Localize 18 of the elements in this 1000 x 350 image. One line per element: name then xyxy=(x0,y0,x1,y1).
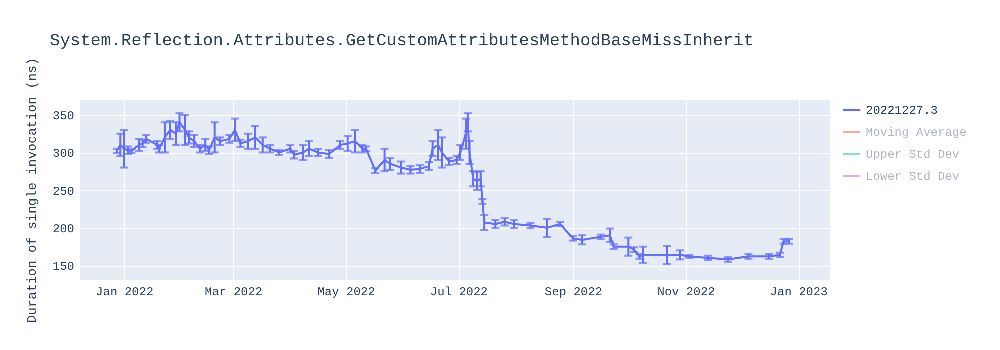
legend-label: Lower Std Dev xyxy=(866,170,960,184)
y-axis-title: Duration of single invocation (ns) xyxy=(24,58,40,324)
x-tick-label: Jan 2022 xyxy=(96,286,154,300)
y-tick-label: 300 xyxy=(52,147,74,162)
x-tick-label: Jan 2023 xyxy=(770,286,828,300)
x-tick-label: Mar 2022 xyxy=(205,286,263,300)
y-tick-label: 150 xyxy=(52,260,74,274)
legend-label: Upper Std Dev xyxy=(866,148,960,162)
y-tick-label: 350 xyxy=(52,110,74,124)
y-tick-label: 250 xyxy=(52,184,74,199)
legend-label: 20221227.3 xyxy=(866,104,938,118)
x-tick-label: Nov 2022 xyxy=(658,286,716,300)
chart-title: System.Reflection.Attributes.GetCustomAttributesMethodBaseMissInherit xyxy=(50,32,754,52)
legend-label: Moving Average xyxy=(866,126,967,140)
y-tick-label: 200 xyxy=(52,222,74,237)
x-tick-label: Jul 2022 xyxy=(430,286,488,300)
x-tick-label: May 2022 xyxy=(318,286,376,300)
x-tick-label: Sep 2022 xyxy=(544,286,603,300)
